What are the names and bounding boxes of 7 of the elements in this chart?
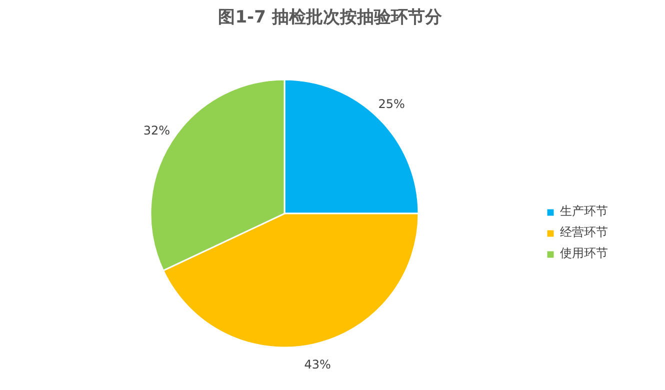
legend-label: 使用环节	[560, 245, 608, 262]
legend-label: 生产环节	[560, 203, 608, 220]
legend-label: 经营环节	[560, 224, 608, 241]
data-label: 32%	[143, 124, 170, 138]
data-label: 43%	[304, 358, 331, 372]
data-label: 25%	[378, 97, 405, 112]
chart-title: 图1-7 抽检批次按抽验环节分	[218, 8, 443, 28]
